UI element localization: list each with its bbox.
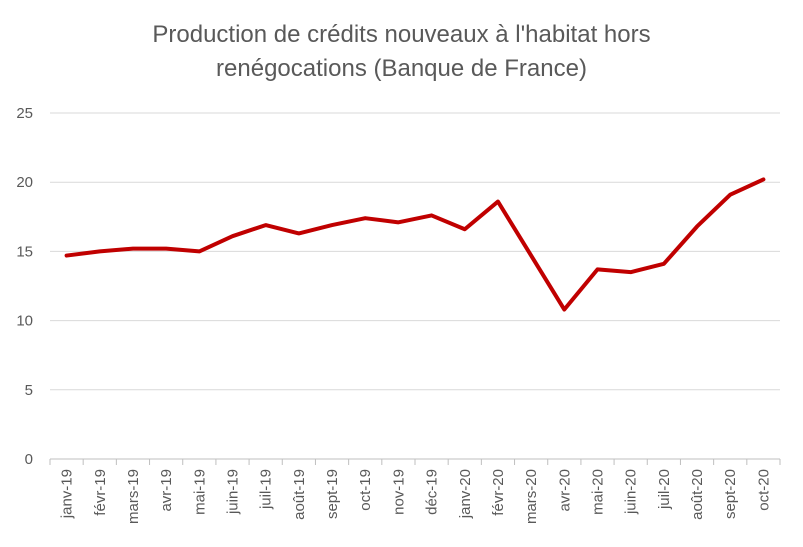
chart-title-line1: Production de crédits nouveaux à l'habit… xyxy=(152,21,651,48)
x-tick-label: janv-20 xyxy=(457,469,474,519)
x-tick-label: févr-20 xyxy=(490,469,507,516)
x-tick-label: févr-19 xyxy=(92,469,109,516)
x-tick-label: avr-20 xyxy=(556,469,573,512)
chart-title: Production de crédits nouveaux à l'habit… xyxy=(0,18,803,86)
x-tick-label: mars-20 xyxy=(523,469,540,524)
series-line xyxy=(64,177,766,312)
y-tick-label: 5 xyxy=(25,382,33,399)
x-tick-label: juil-20 xyxy=(656,469,673,510)
x-tick-label: juin-19 xyxy=(225,469,242,515)
y-tick-label: 0 xyxy=(25,451,33,468)
chart-title-line2: renégocations (Banque de France) xyxy=(216,55,587,82)
x-tick-label: mai-20 xyxy=(590,469,607,515)
x-tick-label: mai-19 xyxy=(191,469,208,515)
x-tick-label: juin-20 xyxy=(623,469,640,515)
x-tick-label: juil-19 xyxy=(258,469,275,510)
x-tick-label: sept-19 xyxy=(324,469,341,519)
x-tick-label: avr-19 xyxy=(158,469,175,512)
x-tick-label: mars-19 xyxy=(125,469,142,524)
x-tick-label: janv-19 xyxy=(59,469,76,519)
x-tick-label: oct-19 xyxy=(357,469,374,511)
y-tick-label: 20 xyxy=(16,174,33,191)
y-tick-label: 15 xyxy=(16,243,33,260)
x-tick-label: nov-19 xyxy=(390,469,407,515)
x-tick-label: sept-20 xyxy=(722,469,739,519)
x-tick-label: août-19 xyxy=(291,469,308,520)
y-tick-label: 25 xyxy=(16,105,33,122)
x-tick-label: août-20 xyxy=(689,469,706,520)
x-tick-label: déc-19 xyxy=(424,469,441,515)
x-tick-label: oct-20 xyxy=(755,469,772,511)
y-tick-label: 10 xyxy=(16,313,33,330)
